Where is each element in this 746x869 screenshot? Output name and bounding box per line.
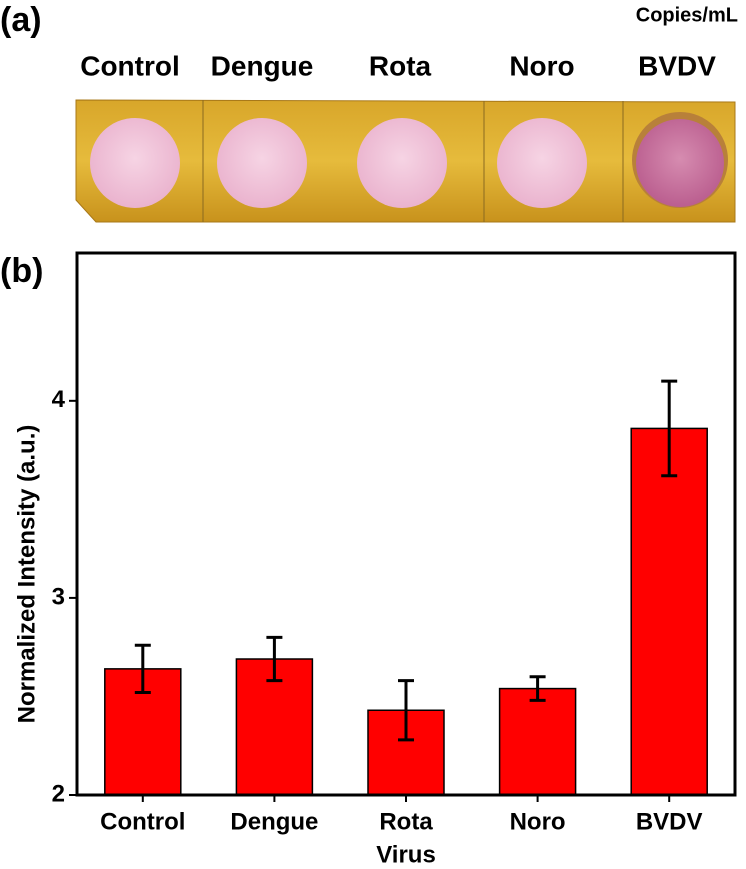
error-bar — [134, 643, 151, 695]
sample-label: Control — [80, 50, 180, 81]
x-tick-label: Dengue — [230, 808, 318, 835]
sample-label: Rota — [369, 50, 432, 81]
x-tick-label: Rota — [379, 808, 433, 835]
error-bar — [529, 675, 546, 702]
unit-label: Copies/mL — [636, 4, 738, 26]
y-tick-label: 2 — [52, 780, 65, 807]
sample-label: Dengue — [211, 50, 314, 81]
photo-strip — [75, 99, 736, 223]
y-tick-label: 4 — [52, 386, 66, 413]
sample-label: Noro — [509, 50, 574, 81]
x-tick-label: BVDV — [636, 808, 703, 835]
sample-label: BVDV — [638, 50, 716, 81]
bar — [498, 687, 577, 796]
plot-frame — [75, 251, 737, 797]
x-tick-label: Control — [100, 808, 185, 835]
panel-label: (a) — [0, 1, 42, 39]
panel-label: (b) — [0, 252, 43, 290]
x-tick-label: Noro — [510, 808, 566, 835]
y-axis-label: Normalized Intensity (a.u.) — [13, 425, 40, 724]
y-tick-label: 3 — [52, 583, 65, 610]
error-bar — [398, 679, 414, 742]
error-bar — [661, 379, 678, 478]
error-bar — [266, 635, 283, 683]
x-axis-label: Virus — [376, 841, 436, 868]
bar — [630, 427, 708, 796]
